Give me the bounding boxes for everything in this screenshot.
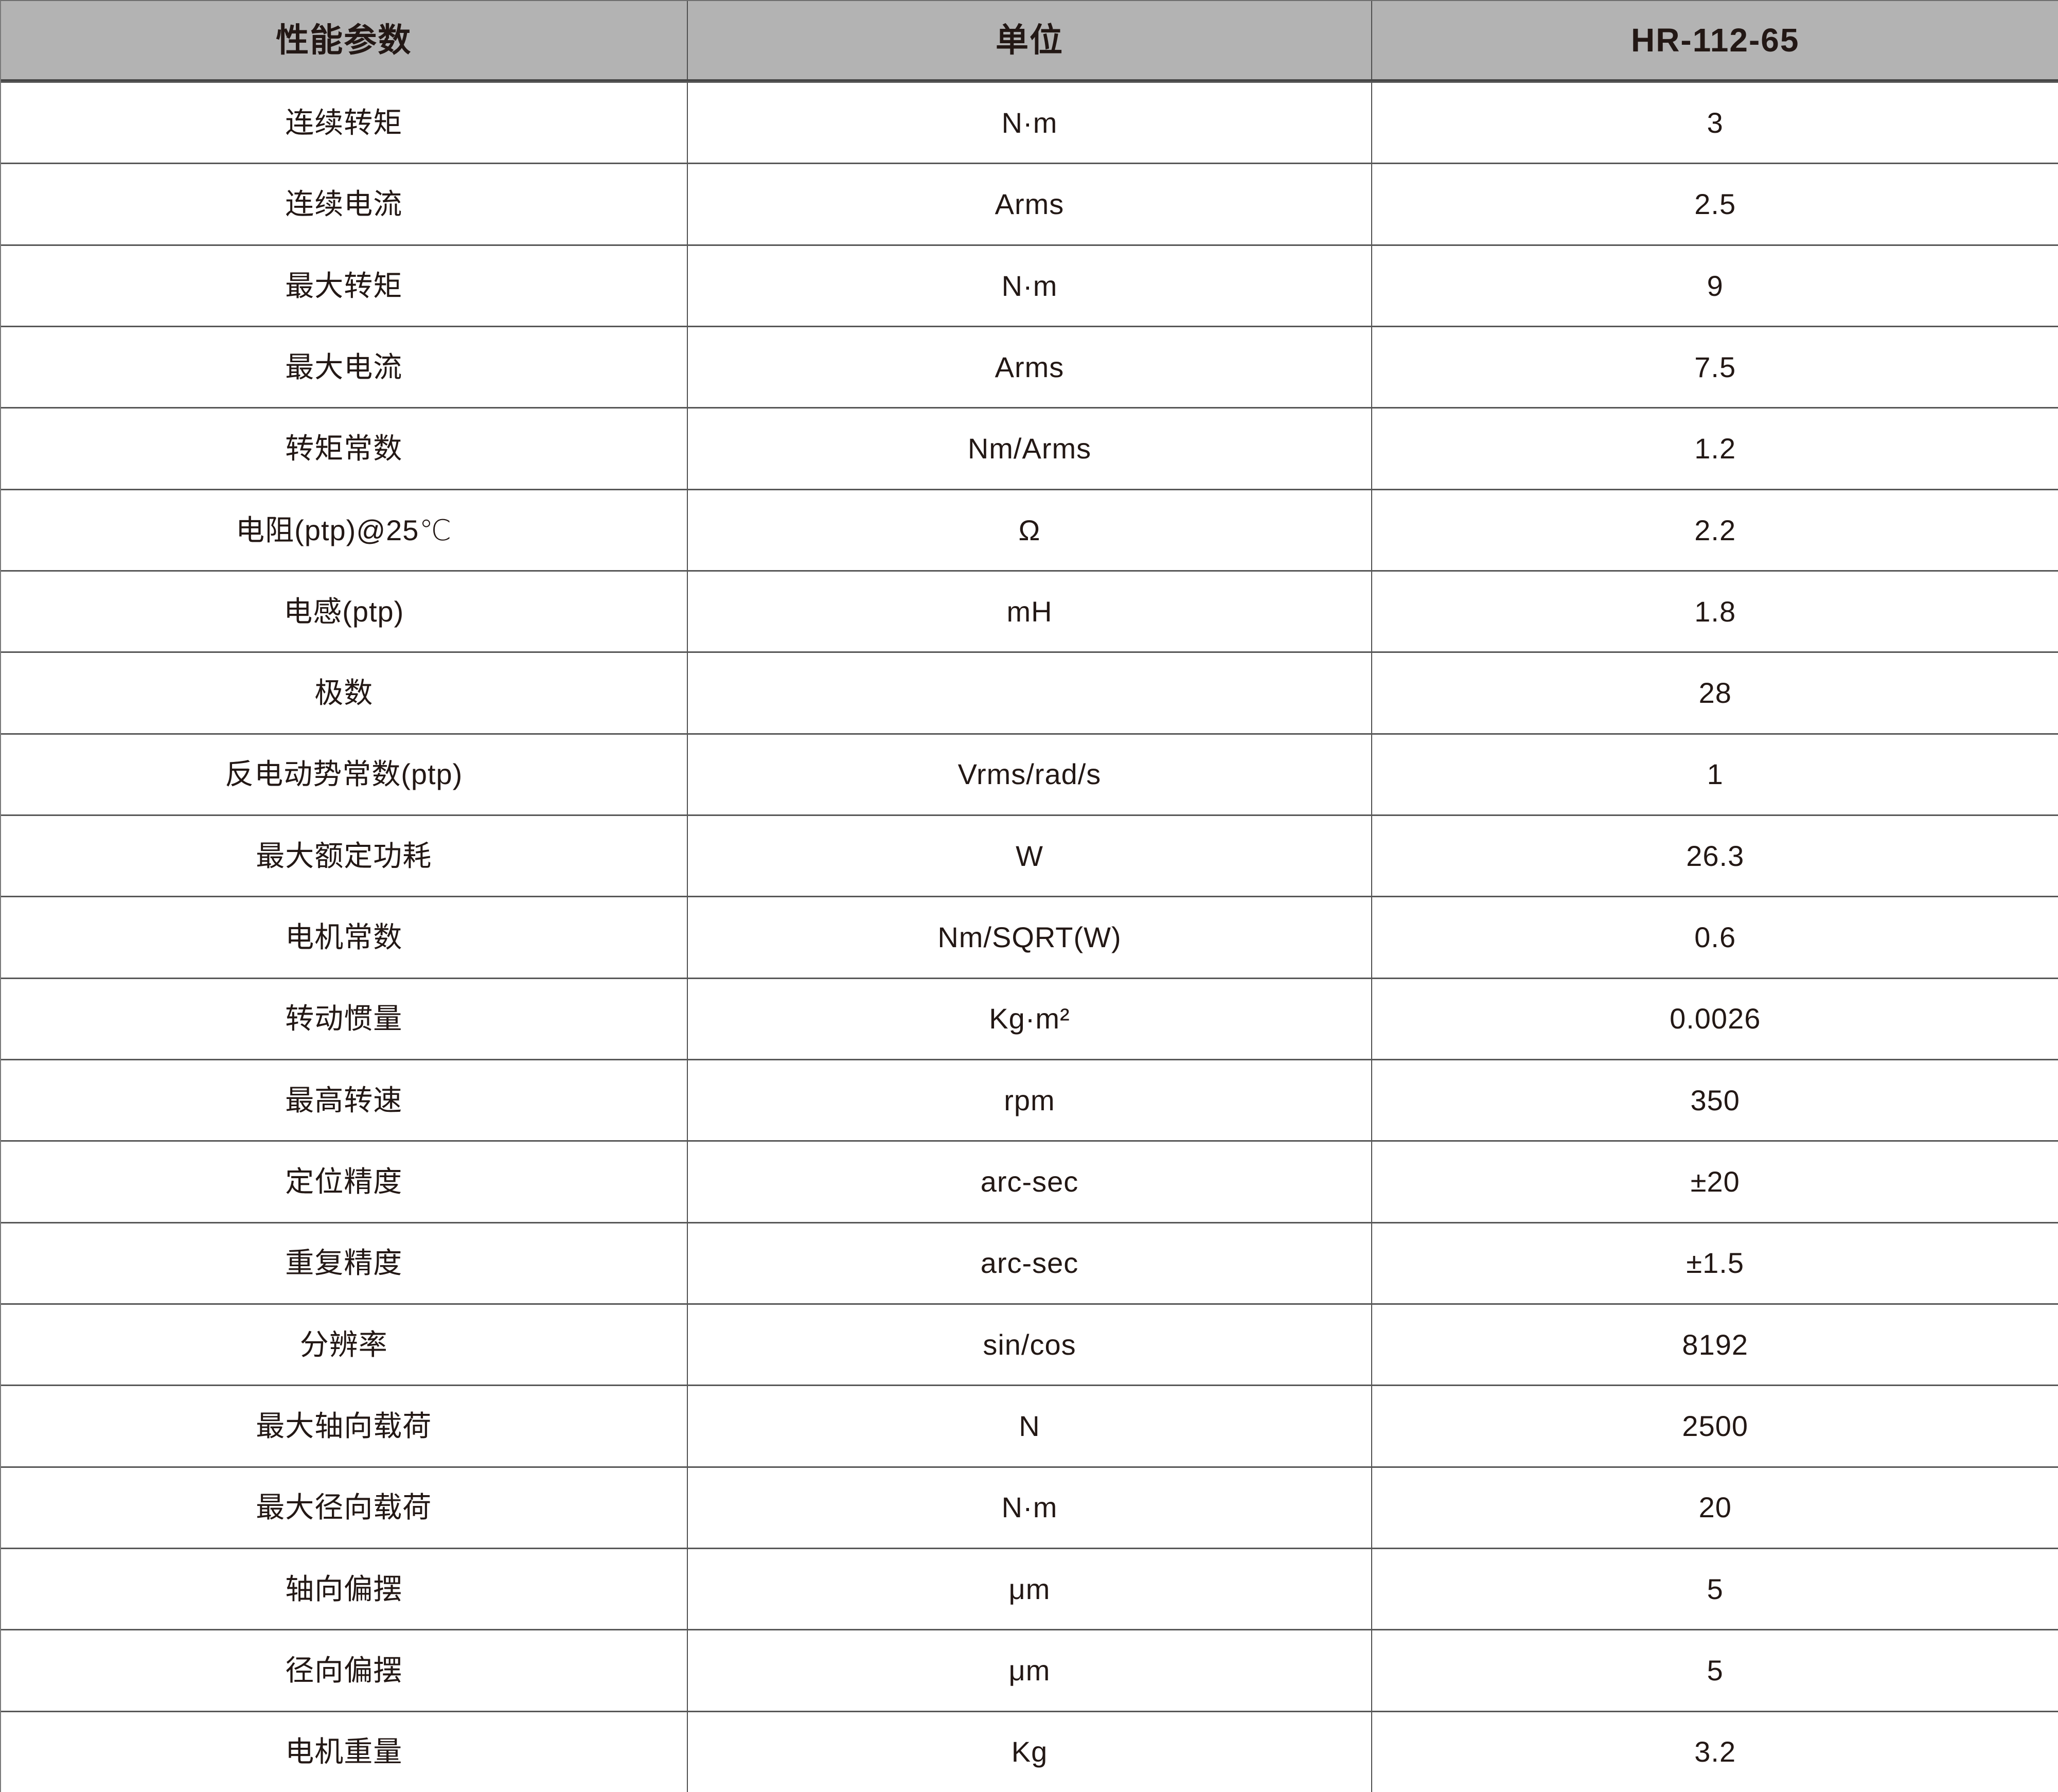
unit-cell: Kg·m² — [688, 979, 1373, 1059]
parameter-cell: 最大径向载荷 — [1, 1467, 688, 1548]
parameter-cell: 最大轴向载荷 — [1, 1386, 688, 1466]
header-cell-model: HR-112-65 — [1630, 21, 1800, 59]
value-cell: 0.0026 — [1670, 1002, 1761, 1035]
parameter-cell: 径向偏摆 — [1, 1630, 688, 1711]
parameter-cell: 转动惯量 — [1, 979, 688, 1059]
value-cell: 1 — [1707, 758, 1724, 791]
parameter-cell: 分辨率 — [1, 1304, 688, 1385]
value-cell: 26.3 — [1686, 839, 1745, 872]
table-row: 最大电流 Arms 7.5 — [1, 325, 2058, 407]
parameter-cell: 最大额定功耗 — [1, 815, 688, 896]
unit-cell: Nm/Arms — [688, 409, 1373, 489]
table-row: 最大转矩 N·m 9 — [1, 244, 2058, 326]
unit-cell: sin/cos — [688, 1304, 1373, 1385]
unit-cell: Arms — [688, 327, 1373, 407]
table-row: 反电动势常数(ptp) Vrms/rad/s 1 — [1, 733, 2058, 814]
unit-cell: Nm/SQRT(W) — [688, 897, 1373, 978]
value-cell: 9 — [1707, 269, 1724, 302]
value-cell: 3.2 — [1694, 1735, 1736, 1768]
value-cell: 5 — [1707, 1572, 1724, 1605]
value-cell: 2.5 — [1694, 188, 1736, 221]
value-cell: 8192 — [1682, 1328, 1748, 1361]
parameter-cell: 极数 — [1, 653, 688, 733]
value-cell: 20 — [1698, 1491, 1732, 1524]
table-row: 最高转速 rpm 350 — [1, 1058, 2058, 1141]
table-row: 连续转矩 N·m 3 — [1, 81, 2058, 163]
unit-cell: Kg — [688, 1712, 1373, 1792]
table-row: 电机重量 Kg 3.2 — [1, 1710, 2058, 1792]
unit-cell: N·m — [688, 1467, 1373, 1548]
parameter-cell: 电阻(ptp)@25℃ — [1, 490, 688, 570]
unit-cell: Ω — [688, 490, 1373, 570]
value-cell: 0.6 — [1694, 921, 1736, 954]
parameter-cell: 最大转矩 — [1, 245, 688, 326]
parameter-cell: 电感(ptp) — [1, 571, 688, 652]
header-cell-parameter: 性能参数 — [1, 1, 688, 79]
unit-cell: Arms — [688, 164, 1373, 244]
unit-cell: N·m — [688, 83, 1373, 163]
unit-cell: Vrms/rad/s — [688, 734, 1373, 814]
parameter-cell: 重复精度 — [1, 1223, 688, 1303]
table-row: 分辨率 sin/cos 8192 — [1, 1303, 2058, 1385]
table-header-row: 性能参数 单位 HR-112-65 — [1, 1, 2058, 81]
parameter-cell: 连续转矩 — [1, 83, 688, 163]
table-row: 连续电流 Arms 2.5 — [1, 163, 2058, 244]
unit-cell: μm — [688, 1630, 1373, 1711]
table-body: 连续转矩 N·m 3 连续电流 Arms 2.5 最大转矩 N·m 9 最大电流… — [1, 81, 2058, 1792]
value-cell: 7.5 — [1694, 350, 1736, 383]
table-row: 电机常数 Nm/SQRT(W) 0.6 — [1, 896, 2058, 978]
value-cell: 3 — [1707, 106, 1724, 139]
unit-cell — [688, 653, 1373, 733]
value-cell: 1.8 — [1694, 595, 1736, 628]
value-cell: 350 — [1690, 1084, 1740, 1116]
table-row: 径向偏摆 μm 5 — [1, 1629, 2058, 1711]
table-row: 电感(ptp) mH 1.8 — [1, 570, 2058, 652]
table-row: 转矩常数 Nm/Arms 1.2 — [1, 407, 2058, 489]
unit-cell: arc-sec — [688, 1142, 1373, 1222]
unit-cell: arc-sec — [688, 1223, 1373, 1303]
table-row: 轴向偏摆 μm 5 — [1, 1547, 2058, 1629]
table-row: 电阻(ptp)@25℃ Ω 2.2 — [1, 488, 2058, 570]
table-row: 转动惯量 Kg·m² 0.0026 — [1, 977, 2058, 1059]
parameter-cell: 轴向偏摆 — [1, 1549, 688, 1629]
table-row: 最大轴向载荷 N 2500 — [1, 1385, 2058, 1466]
unit-cell: μm — [688, 1549, 1373, 1629]
table-row: 极数 28 — [1, 651, 2058, 733]
parameter-cell: 最大电流 — [1, 327, 688, 407]
parameter-cell: 定位精度 — [1, 1142, 688, 1222]
unit-cell: mH — [688, 571, 1373, 652]
unit-cell: W — [688, 815, 1373, 896]
header-cell-unit: 单位 — [688, 1, 1373, 79]
value-cell: 2.2 — [1694, 513, 1736, 546]
table-row: 定位精度 arc-sec ±20 — [1, 1140, 2058, 1222]
value-cell: 28 — [1698, 677, 1732, 709]
table-row: 重复精度 arc-sec ±1.5 — [1, 1221, 2058, 1303]
value-cell: ±20 — [1690, 1165, 1740, 1198]
parameter-cell: 最高转速 — [1, 1060, 688, 1141]
value-cell: 2500 — [1682, 1410, 1748, 1443]
parameter-cell: 转矩常数 — [1, 409, 688, 489]
parameter-cell: 电机常数 — [1, 897, 688, 978]
table-row: 最大额定功耗 W 26.3 — [1, 814, 2058, 896]
unit-cell: N — [688, 1386, 1373, 1466]
parameter-cell: 电机重量 — [1, 1712, 688, 1792]
unit-cell: N·m — [688, 245, 1373, 326]
table-row: 最大径向载荷 N·m 20 — [1, 1466, 2058, 1548]
unit-cell: rpm — [688, 1060, 1373, 1141]
parameter-cell: 连续电流 — [1, 164, 688, 244]
value-cell: 1.2 — [1694, 432, 1736, 465]
value-cell: 5 — [1707, 1654, 1724, 1687]
parameter-cell: 反电动势常数(ptp) — [1, 734, 688, 814]
value-cell: ±1.5 — [1686, 1247, 1745, 1280]
